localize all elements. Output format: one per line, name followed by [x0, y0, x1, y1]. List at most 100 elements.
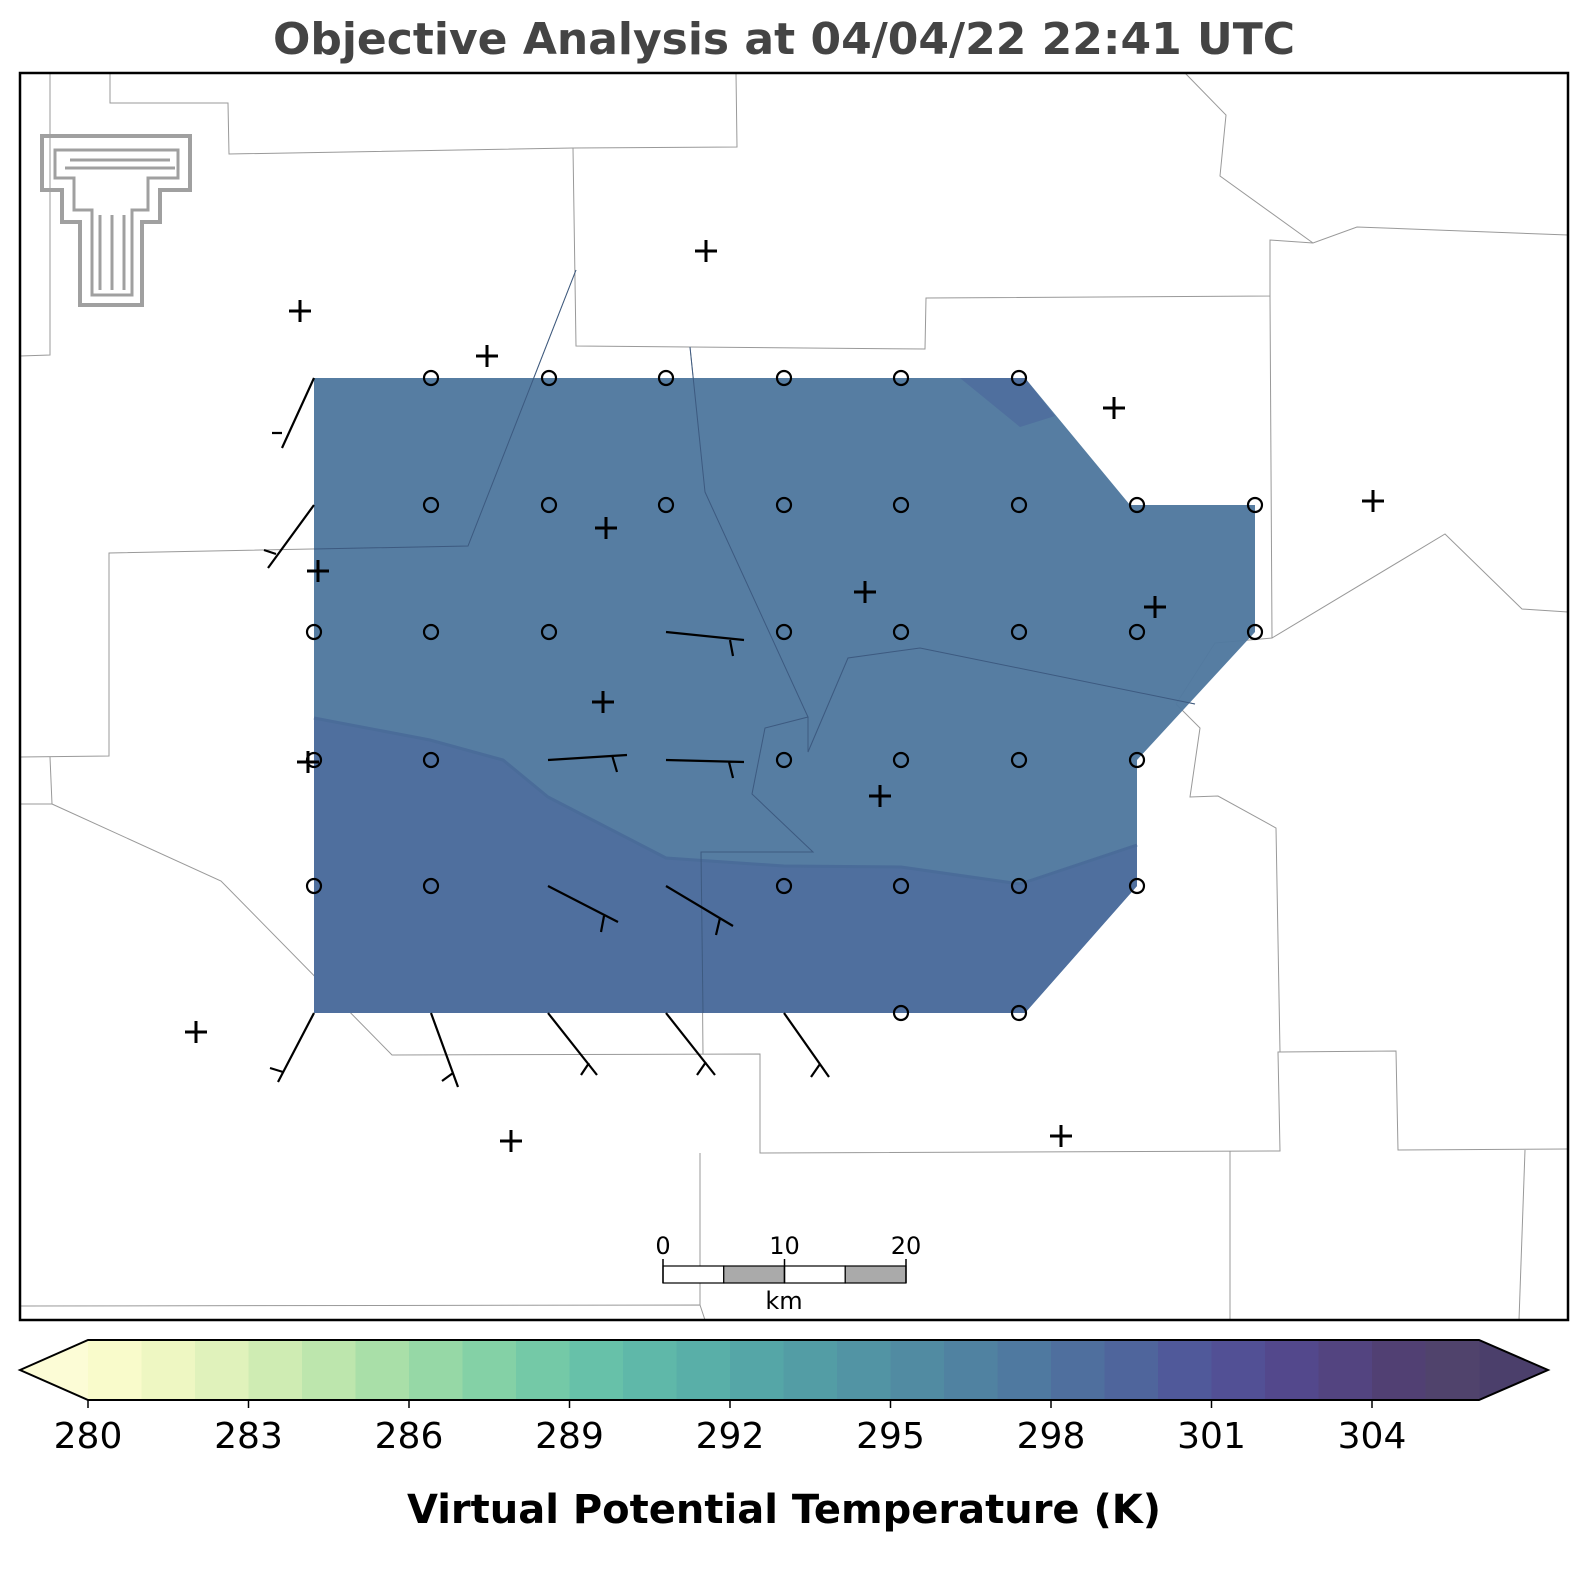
station-circle: [892, 623, 910, 641]
station-circle: [892, 496, 910, 514]
map: [18, 71, 1570, 1322]
station-circle: [1010, 751, 1028, 769]
colorbar-over: [1479, 1340, 1548, 1400]
station-plus: [1050, 1125, 1072, 1147]
station-circle: [1010, 369, 1028, 387]
station-plus: [476, 345, 498, 367]
station-plus: [592, 691, 614, 713]
station-circle: [1246, 623, 1264, 641]
colorbar-segment: [730, 1340, 784, 1400]
colorbar-label: Virtual Potential Temperature (K): [407, 1487, 1161, 1533]
colorbar-segment: [409, 1340, 463, 1400]
colorbar-segment: [997, 1340, 1052, 1400]
scale-segment: [723, 1265, 786, 1284]
analysis-field-patch: [960, 378, 1055, 427]
colorbar-segment: [623, 1340, 677, 1400]
station-circle: [1246, 496, 1264, 514]
colorbar-tick-label: 283: [214, 1416, 283, 1457]
colorbar-segment: [1318, 1340, 1373, 1400]
colorbar-segment: [569, 1340, 624, 1400]
logo: [40, 134, 192, 307]
colorbar-tick-label: 298: [1017, 1416, 1086, 1457]
station-circle: [775, 623, 793, 641]
colorbar-tick-label: 295: [856, 1416, 925, 1457]
station-circle: [892, 369, 910, 387]
scale-segment: [662, 1265, 725, 1284]
colorbar-segment: [1211, 1340, 1266, 1400]
station-circle: [775, 496, 793, 514]
station-plus: [297, 751, 319, 773]
analysis-field-band: [314, 718, 1137, 1013]
station-circle: [1128, 877, 1146, 895]
station-circle: [657, 369, 675, 387]
station-plus: [869, 785, 891, 807]
colorbar-segment: [1265, 1340, 1319, 1400]
scale-unit: km: [765, 1287, 802, 1315]
station-plus: [1144, 596, 1166, 618]
colorbar-segment: [1372, 1340, 1426, 1400]
scale-segment: [783, 1265, 846, 1284]
colorbar-segment: [1158, 1340, 1212, 1400]
colorbar-tick-label: 301: [1177, 1416, 1246, 1457]
station-circle: [1010, 1004, 1028, 1022]
station-circle: [540, 623, 558, 641]
colorbar-tick-label: 304: [1338, 1416, 1407, 1457]
colorbar-segment: [890, 1340, 945, 1400]
station-plus: [307, 560, 329, 582]
colorbar-segment: [195, 1340, 249, 1400]
stations: [185, 240, 1384, 1152]
station-circle: [540, 496, 558, 514]
station-circle: [305, 623, 323, 641]
station-circle: [1128, 751, 1146, 769]
colorbar-tick-label: 292: [696, 1416, 765, 1457]
colorbar-segment: [516, 1340, 570, 1400]
colorbar-segment: [783, 1340, 838, 1400]
wind-barbs: [263, 377, 830, 1088]
contour: [313, 716, 1138, 886]
colorbar-tick-label: 289: [535, 1416, 604, 1457]
station-circle: [540, 369, 558, 387]
county-lines-over: [313, 269, 1196, 1014]
colorbar-segment: [837, 1340, 891, 1400]
title: Objective Analysis at 04/04/22 22:41 UTC: [273, 14, 1295, 65]
station-circle: [422, 751, 440, 769]
colorbar-segment: [462, 1340, 517, 1400]
scale-segment: [844, 1265, 907, 1284]
colorbar-segment: [1104, 1340, 1159, 1400]
scale-tick-label: 0: [655, 1232, 670, 1260]
station-plus: [1103, 397, 1125, 419]
colorbar-segment: [1425, 1340, 1480, 1400]
colorbar-under: [20, 1340, 88, 1400]
station-circle: [1010, 496, 1028, 514]
colorbar-segment: [944, 1340, 998, 1400]
colorbar-segment: [88, 1340, 142, 1400]
map-frame: [18, 71, 1570, 1322]
station-circle: [1010, 877, 1028, 895]
colorbar-segment: [248, 1340, 303, 1400]
station-plus: [289, 300, 311, 322]
station-circle: [892, 877, 910, 895]
station-circle: [775, 877, 793, 895]
station-circle: [422, 877, 440, 895]
station-circle: [422, 496, 440, 514]
colorbar: Virtual Potential Temperature (K) 280 283…: [17, 1339, 1551, 1533]
scale-tick-label: 20: [891, 1232, 922, 1260]
colorbar-segment: [302, 1340, 356, 1400]
station-circle: [657, 496, 675, 514]
station-circle: [775, 369, 793, 387]
station-plus: [695, 240, 717, 262]
station-circle: [422, 369, 440, 387]
station-plus: [185, 1021, 207, 1043]
station-circle: [1128, 623, 1146, 641]
station-plus: [500, 1130, 522, 1152]
colorbar-tick-label: 286: [375, 1416, 444, 1457]
station-circle: [892, 1004, 910, 1022]
colorbar-segment: [355, 1340, 410, 1400]
station-circle: [305, 877, 323, 895]
colorbar-tick-label: 280: [54, 1416, 123, 1457]
station-circle: [775, 751, 793, 769]
scale-tick-label: 10: [769, 1232, 800, 1260]
colorbar-segment: [676, 1340, 731, 1400]
scale-bar: km 0 10 20: [655, 1232, 921, 1315]
